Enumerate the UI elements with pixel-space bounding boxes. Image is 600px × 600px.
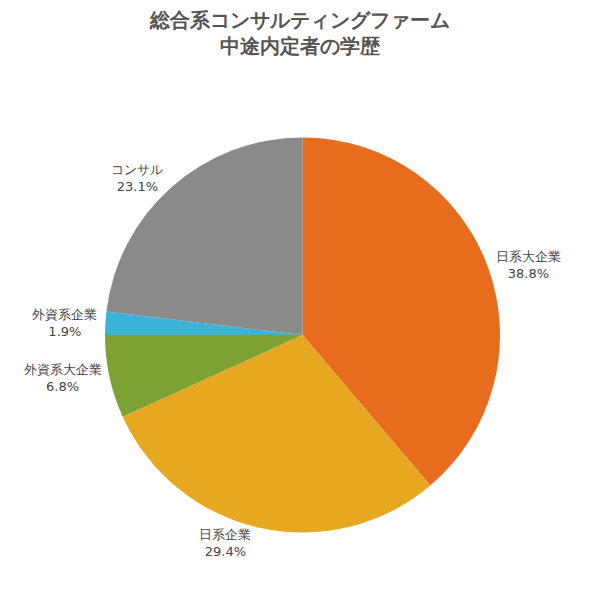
svg-text:外資系企業1.9%: 外資系企業1.9% xyxy=(32,307,97,339)
svg-text:総合系コンサルティングファーム中途内定者の学歴: 総合系コンサルティングファーム中途内定者の学歴 xyxy=(149,8,450,58)
svg-text:外資系大企業6.8%: 外資系大企業6.8% xyxy=(24,362,102,394)
svg-text:日系大企業38.8%: 日系大企業38.8% xyxy=(496,249,561,281)
svg-text:コンサル23.1%: コンサル23.1% xyxy=(111,162,163,194)
svg-text:日系企業29.4%: 日系企業29.4% xyxy=(199,527,251,559)
